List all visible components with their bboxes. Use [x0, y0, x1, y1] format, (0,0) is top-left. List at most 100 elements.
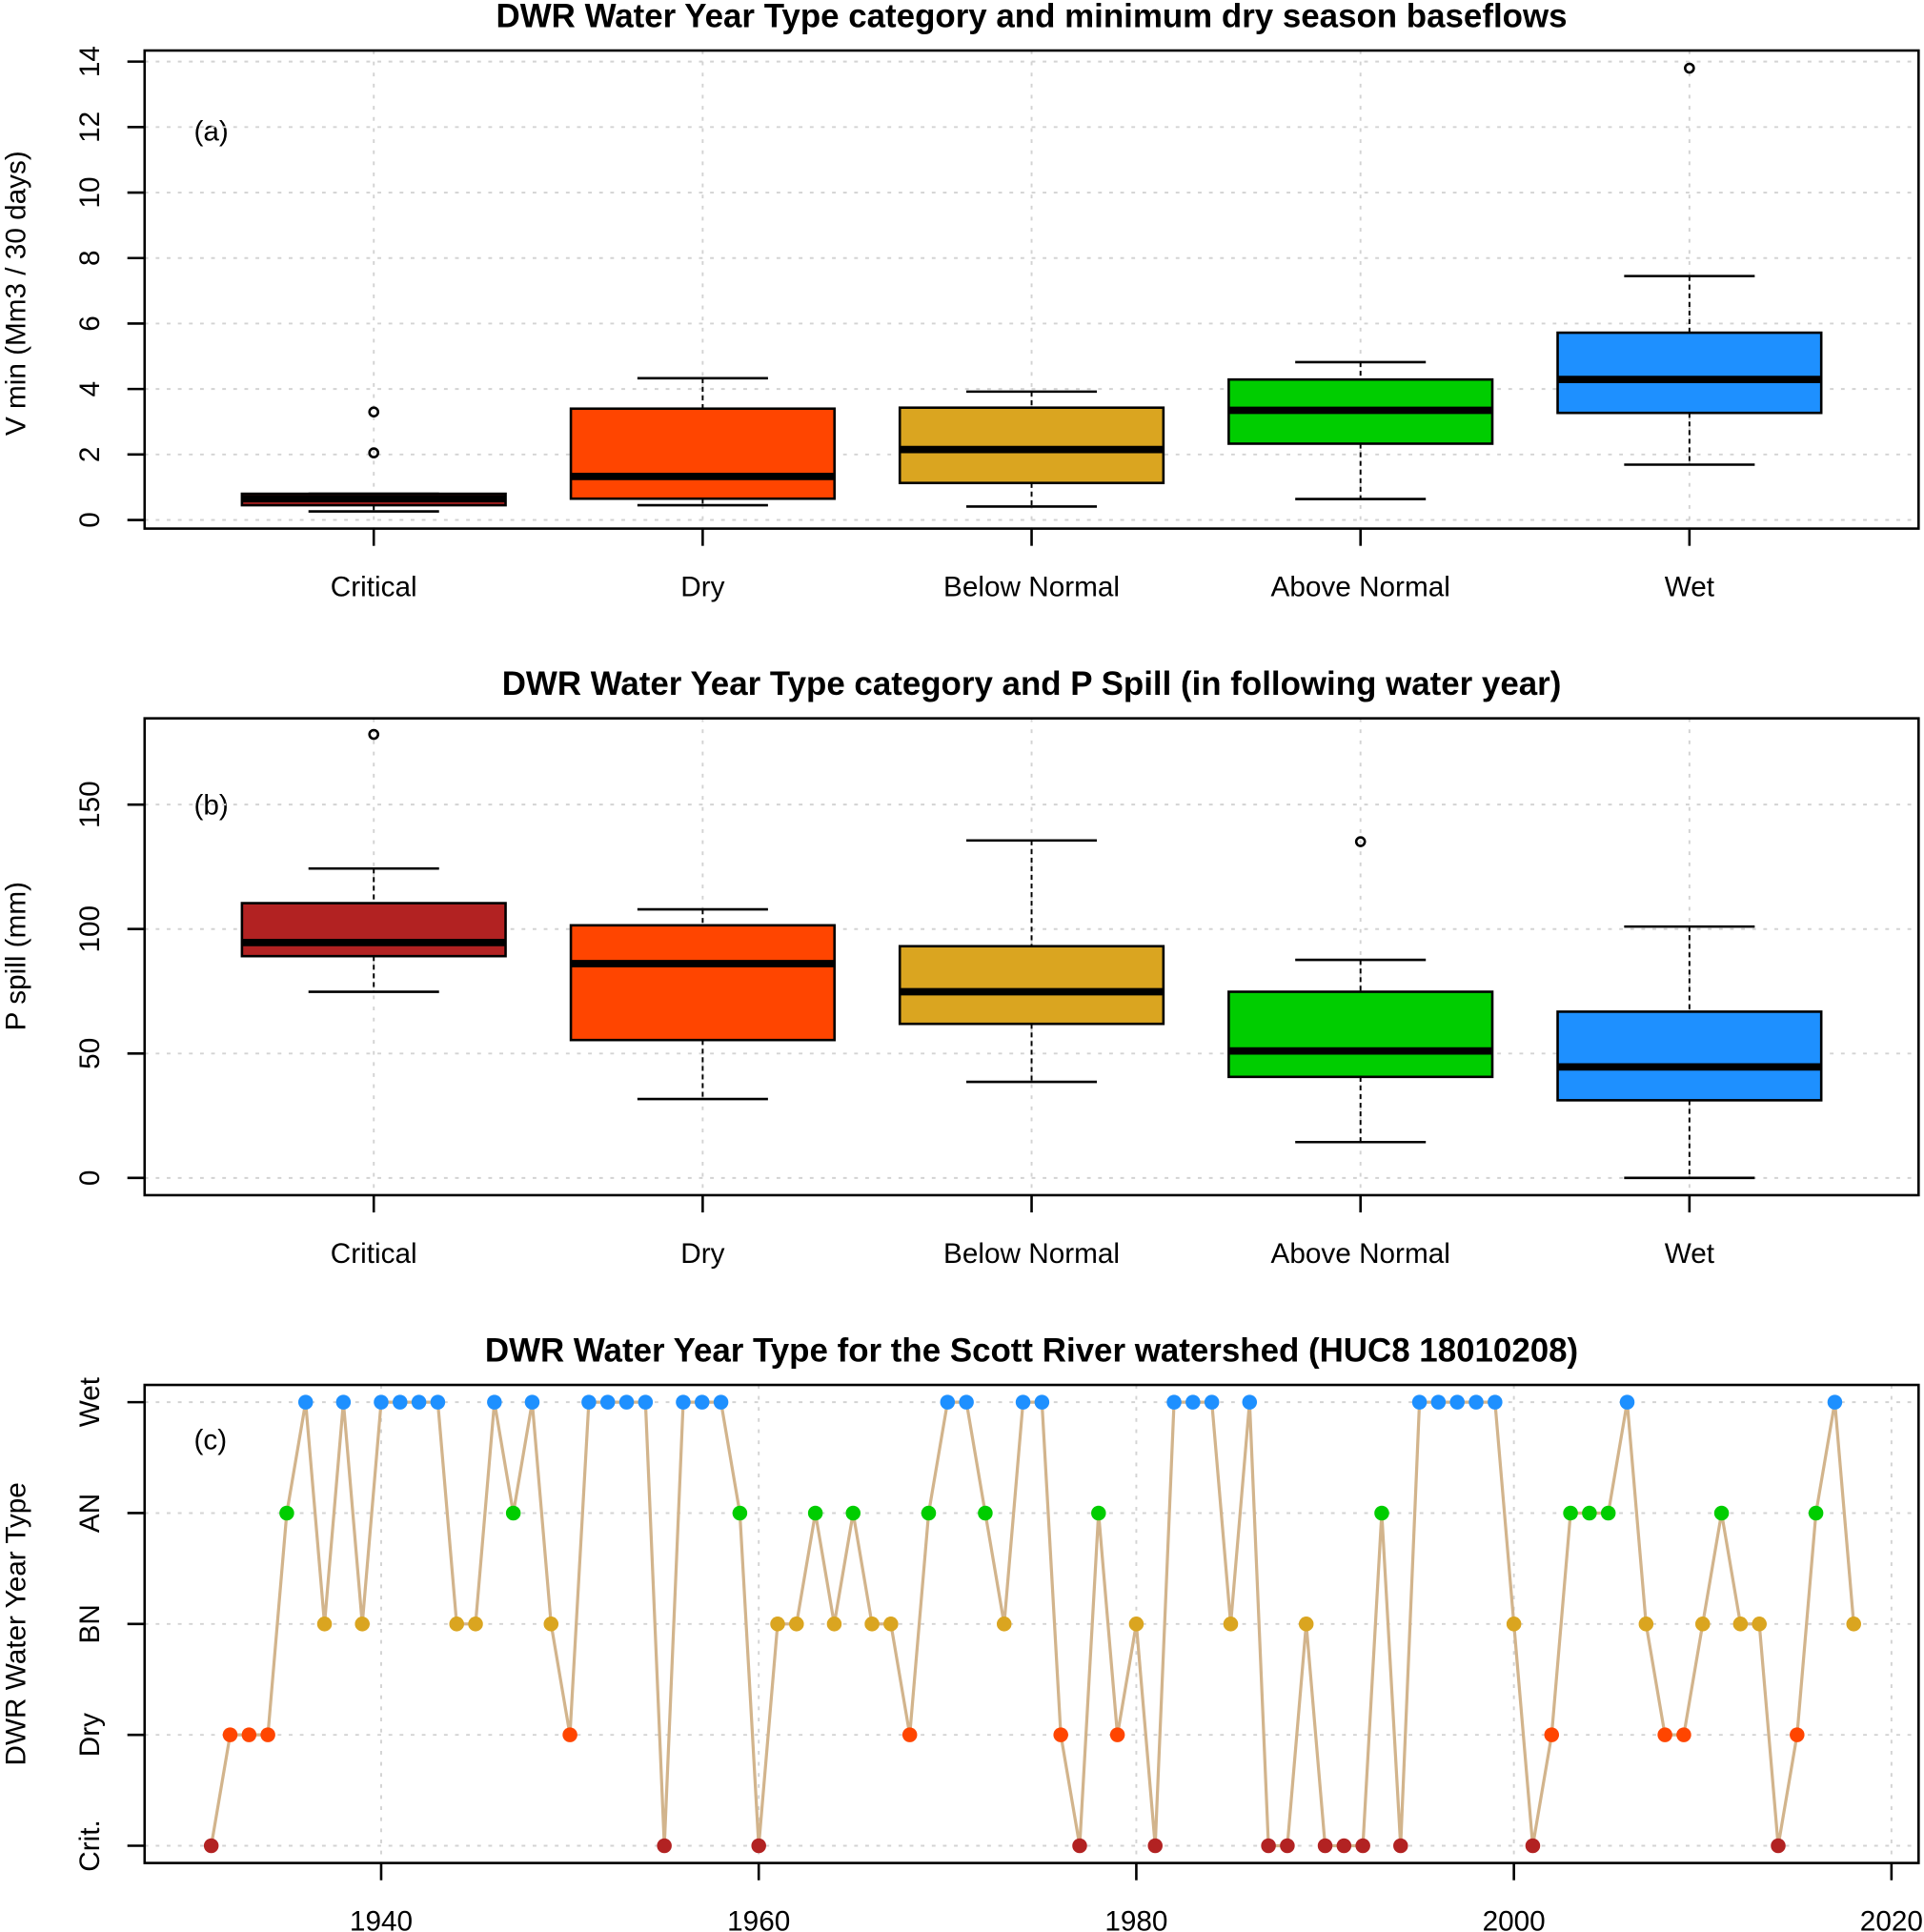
panel-c-point	[1374, 1505, 1389, 1521]
panel-c-point	[1713, 1505, 1730, 1521]
panel-b-box-dry	[569, 924, 836, 1042]
panel-c-point	[789, 1617, 804, 1632]
panel-b-ylabel: P spill (mm)	[0, 882, 31, 1030]
panel-c-point	[996, 1617, 1012, 1632]
panel-c-point	[1771, 1838, 1786, 1854]
panel-c-point	[430, 1394, 446, 1410]
panel-c-point	[260, 1727, 275, 1742]
panel-a-xtick-label: Below Normal	[943, 572, 1120, 603]
panel-b-box-wet	[1556, 1010, 1823, 1102]
panel-c-point	[487, 1394, 502, 1410]
panel-c-point	[449, 1617, 464, 1632]
panel-b-outlier	[1354, 836, 1367, 847]
panel-a-xtick-label: Wet	[1665, 572, 1715, 603]
panel-c-point	[1619, 1394, 1635, 1410]
panel-c-point	[1411, 1394, 1428, 1410]
panel-b-xtick-label: Dry	[680, 1238, 724, 1270]
panel-a-box-below-normal	[898, 406, 1165, 485]
panel-a-frame	[143, 49, 1920, 530]
panel-c-point	[1053, 1727, 1068, 1742]
panel-c-point	[297, 1394, 314, 1410]
panel-c-point	[1015, 1394, 1031, 1410]
panel-c-point	[335, 1394, 352, 1410]
panel-c-point	[676, 1394, 691, 1410]
panel-c-point	[657, 1838, 672, 1854]
panel-c-xtick-label: 1940	[350, 1906, 413, 1932]
panel-b-ytick-label: 50	[74, 1038, 106, 1069]
panel-a-outlier	[368, 406, 380, 417]
panel-c-point	[1204, 1394, 1220, 1410]
panel-c-point	[770, 1617, 785, 1632]
panel-c-series-line	[210, 1400, 1855, 1848]
panel-a-ytick-label: 8	[74, 250, 106, 266]
panel-c-point	[374, 1394, 389, 1410]
panel-c-ytick-label: AN	[74, 1494, 106, 1533]
panel-c-point	[751, 1838, 766, 1854]
panel-a-ytick-label: 0	[74, 512, 106, 528]
panel-c-point	[807, 1505, 823, 1521]
panel-c-point	[732, 1505, 748, 1521]
panel-a-outlier	[1684, 62, 1695, 74]
panel-c-point	[1488, 1394, 1503, 1410]
panel-c-point	[222, 1727, 238, 1742]
panel-c-ytick-label: Wet	[74, 1376, 106, 1427]
panel-c-point	[1732, 1617, 1749, 1632]
panel-c-point	[1582, 1505, 1597, 1521]
panel-c-point	[1091, 1505, 1106, 1521]
panel-c-point	[864, 1617, 880, 1632]
panel-b-ytick-label: 150	[74, 781, 106, 828]
panel-c-point	[411, 1394, 427, 1410]
panel-c-point	[241, 1727, 257, 1742]
panel-a-box-dry	[569, 407, 836, 500]
panel-c-point	[1109, 1727, 1125, 1742]
panel-c-point	[354, 1617, 370, 1632]
panel-b-ytick-label: 0	[74, 1170, 106, 1187]
panel-c-point	[581, 1394, 597, 1410]
panel-c-point	[1185, 1394, 1201, 1410]
panel-c-point	[618, 1394, 635, 1410]
panel-a-ytick-label: 6	[74, 315, 106, 332]
panel-c-point	[203, 1838, 219, 1854]
panel-c-point	[1298, 1617, 1314, 1632]
panel-c-point	[505, 1505, 521, 1521]
panel-b-xtick-label: Wet	[1665, 1238, 1715, 1270]
panel-c-point	[1752, 1617, 1767, 1632]
panel-a-ytick-label: 14	[74, 46, 106, 77]
panel-c-point	[1317, 1838, 1333, 1854]
panel-a-title: DWR Water Year Type category and minimum…	[496, 0, 1568, 34]
panel-c-point	[940, 1394, 956, 1410]
panel-c-point	[1563, 1505, 1578, 1521]
panel-b-box-critical	[240, 902, 507, 958]
panel-c-point	[1280, 1838, 1295, 1854]
panel-c-point	[1072, 1838, 1087, 1854]
panel-c-ytick-label: Dry	[74, 1713, 106, 1757]
panel-c-point	[978, 1505, 993, 1521]
panel-c-ytick-label: BN	[74, 1604, 106, 1643]
panel-c-point	[1242, 1394, 1258, 1410]
panel-a-ytick-label: 10	[74, 177, 106, 209]
panel-c-point	[1600, 1505, 1616, 1521]
panel-c-xtick-label: 1980	[1104, 1906, 1167, 1932]
panel-c-point	[1808, 1505, 1824, 1521]
panel-c-point	[1525, 1838, 1541, 1854]
panel-c-point	[883, 1617, 899, 1632]
panel-b-frame	[143, 717, 1920, 1197]
panel-c-point	[921, 1505, 937, 1521]
panel-c-point	[1544, 1727, 1560, 1742]
panel-c-point	[901, 1727, 918, 1742]
panel-a-outlier	[368, 447, 380, 458]
panel-c-point	[1336, 1838, 1352, 1854]
panel-c-point	[468, 1617, 483, 1632]
panel-c-point	[1147, 1838, 1163, 1854]
panel-a-label: (a)	[193, 115, 228, 147]
panel-b-title: DWR Water Year Type category and P Spill…	[502, 665, 1562, 702]
panel-c-xtick-label: 2020	[1860, 1906, 1923, 1932]
panel-b-xtick-label: Below Normal	[943, 1238, 1120, 1270]
panel-b-xtick-label: Critical	[331, 1238, 417, 1270]
panel-c-point	[599, 1394, 616, 1410]
panel-c-point	[826, 1617, 842, 1632]
panel-c-point	[279, 1505, 294, 1521]
panel-c-point	[1827, 1394, 1843, 1410]
panel-c-point	[1657, 1727, 1672, 1742]
panel-c-point	[1676, 1727, 1691, 1742]
